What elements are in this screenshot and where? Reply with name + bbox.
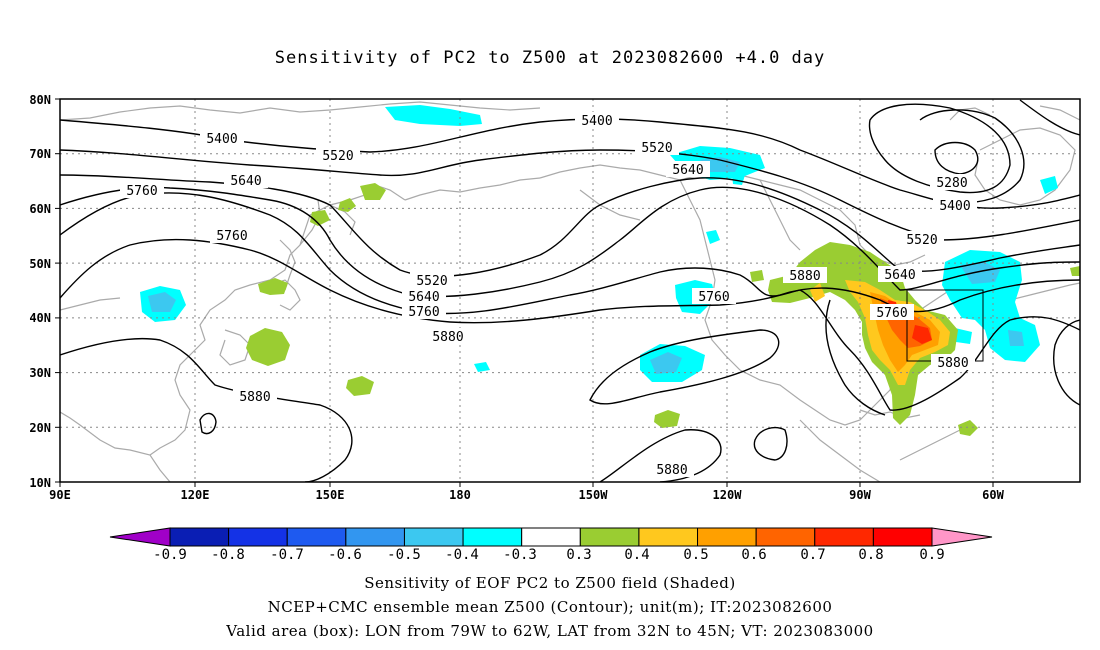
lat-label: 40N <box>29 311 51 325</box>
colorbar-box <box>579 527 640 547</box>
colorbar-label: -0.6 <box>328 547 362 563</box>
lon-label: 180 <box>449 488 471 502</box>
colorbar-label: 0.4 <box>624 547 649 563</box>
colorbar-label: 0.5 <box>683 547 708 563</box>
colorbar-box <box>403 527 464 547</box>
lat-label: 70N <box>29 147 51 161</box>
contour-label: 5640 <box>230 174 261 189</box>
contour-label: 5760 <box>408 305 439 320</box>
colorbar-box <box>521 527 581 547</box>
lon-label: 120E <box>181 488 210 502</box>
caption-line-2: NCEP+CMC ensemble mean Z500 (Contour); u… <box>267 598 833 616</box>
contour-label: 5400 <box>939 199 970 214</box>
caption-line-1: Sensitivity of EOF PC2 to Z500 field (Sh… <box>364 574 736 592</box>
plot-frame <box>59 98 1081 483</box>
contour-label: 5880 <box>432 330 463 345</box>
lat-label: 20N <box>29 421 51 435</box>
contour-label: 5640 <box>884 268 915 283</box>
colorbar-box <box>286 527 347 547</box>
colorbar-box <box>697 527 757 547</box>
lon-label: 90E <box>49 488 71 502</box>
colorbar-label: 0.6 <box>741 547 766 563</box>
lat-label: 30N <box>29 366 51 380</box>
colorbar-label: 0.8 <box>858 547 883 563</box>
lon-label: 150E <box>316 488 345 502</box>
contour-label: 5880 <box>239 390 270 405</box>
lat-label: 80N <box>29 93 51 107</box>
map-title: Sensitivity of PC2 to Z500 at 2023082600… <box>274 48 826 68</box>
colorbar-box <box>462 527 523 547</box>
contour-label: 5520 <box>641 141 672 156</box>
colorbar-label: 0.7 <box>800 547 825 563</box>
colorbar-label: -0.7 <box>270 547 304 563</box>
contour-label: 5400 <box>206 132 237 147</box>
contour-label: 5760 <box>216 229 247 244</box>
colorbar-right-arrow <box>931 527 993 547</box>
contour-label: 5880 <box>656 463 687 478</box>
contour-label: 5760 <box>698 290 729 305</box>
contour-label: 5280 <box>936 176 967 191</box>
colorbar-box <box>228 527 288 547</box>
lat-labels: 80N 70N 60N 50N 40N 30N 20N 10N <box>29 93 51 490</box>
contour-label: 5880 <box>937 356 968 371</box>
lon-labels: 90E 120E 150E 180 150W 120W 90W 60W <box>49 488 1004 502</box>
contour-label: 5760 <box>876 306 907 321</box>
colorbar-box <box>755 527 816 547</box>
colorbar-boxes <box>169 527 933 547</box>
lon-label: 120W <box>713 488 743 502</box>
tick-marks <box>55 98 994 487</box>
colorbar-left-arrow <box>109 527 171 547</box>
colorbar-label: -0.4 <box>445 547 479 563</box>
colorbar-box <box>345 527 405 547</box>
contour-label: 5760 <box>126 184 157 199</box>
contour-labels: 5400 5520 5640 5760 5760 5400 5520 5640 … <box>120 112 977 478</box>
caption-line-3: Valid area (box): LON from 79W to 62W, L… <box>226 622 874 640</box>
colorbar-labels: -0.9 -0.8 -0.7 -0.6 -0.5 -0.4 -0.3 0.3 0… <box>153 547 945 563</box>
contour-label: 5520 <box>322 149 353 164</box>
lat-label: 50N <box>29 257 51 271</box>
colorbar-label: 0.9 <box>919 547 944 563</box>
lat-label: 10N <box>29 476 51 490</box>
contour-label: 5520 <box>416 274 447 289</box>
contour-label: 5640 <box>408 290 439 305</box>
contour-label: 5520 <box>906 233 937 248</box>
lon-label: 90W <box>849 488 871 502</box>
contour-label: 5400 <box>581 114 612 129</box>
colorbar-label: -0.9 <box>153 547 187 563</box>
colorbar-label: -0.3 <box>503 547 537 563</box>
colorbar-box <box>169 527 230 547</box>
colorbar-box <box>872 527 933 547</box>
lon-label: 150W <box>579 488 609 502</box>
colorbar-label: 0.3 <box>566 547 591 563</box>
colorbar-label: -0.5 <box>387 547 421 563</box>
lat-label: 60N <box>29 202 51 216</box>
gridlines <box>60 99 1080 482</box>
colorbar-box <box>814 527 874 547</box>
contour-label: 5880 <box>789 269 820 284</box>
colorbar-box <box>638 527 699 547</box>
colorbar: -0.9 -0.8 -0.7 -0.6 -0.5 -0.4 -0.3 0.3 0… <box>109 527 993 563</box>
lon-label: 60W <box>982 488 1004 502</box>
colorbar-label: -0.8 <box>211 547 245 563</box>
contour-label: 5640 <box>672 163 703 178</box>
map-plot: 5400 5520 5640 5760 5760 5400 5520 5640 … <box>60 99 1080 482</box>
